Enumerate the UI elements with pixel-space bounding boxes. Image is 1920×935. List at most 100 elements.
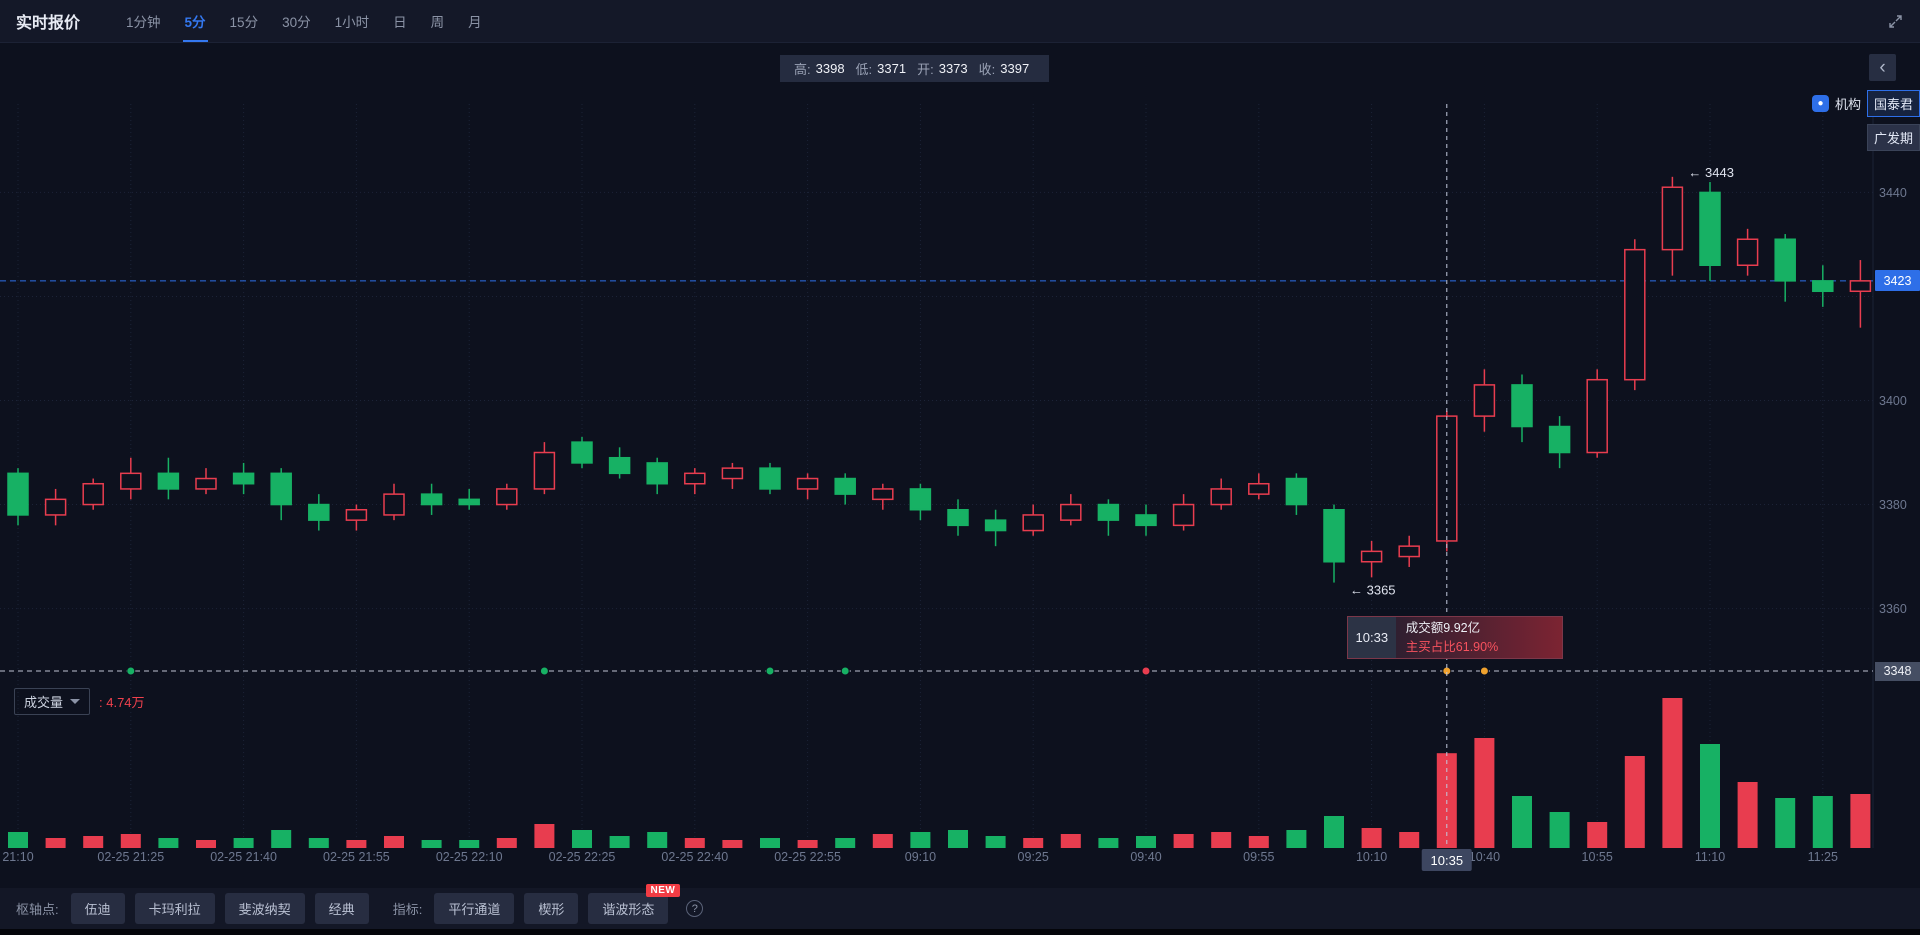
- volume-bar: [233, 838, 254, 848]
- signal-dot: [1141, 666, 1151, 676]
- volume-bar: [835, 838, 856, 848]
- volume-bar: [346, 840, 367, 848]
- candle-body: [834, 477, 856, 495]
- broker-panel: ● 机构 国泰君 广发期: [1811, 90, 1920, 151]
- new-badge: NEW: [645, 884, 681, 897]
- drawing-toolbar: 枢轴点: 伍迪 卡玛利拉 斐波纳契 经典 指标: 平行通道 楔形 谐波形态 NEW ?: [0, 884, 1920, 929]
- broker-row-2: 广发期: [1866, 124, 1920, 151]
- collapse-panel-button[interactable]: ‹: [1869, 54, 1896, 81]
- candle-body: [608, 456, 631, 475]
- candle-body: [1661, 186, 1684, 251]
- price-tick-label: 3360: [1879, 602, 1907, 616]
- time-tick-label: 02-25 22:55: [774, 850, 841, 864]
- volume-bar: [459, 840, 480, 848]
- volume-bar: [797, 840, 818, 848]
- pivot-button-1[interactable]: 卡玛利拉: [134, 893, 215, 924]
- help-icon[interactable]: ?: [686, 900, 704, 917]
- current-price-badge: 3423: [1875, 270, 1920, 292]
- pivot-button-3[interactable]: 经典: [314, 893, 369, 924]
- volume-bar: [1700, 744, 1720, 848]
- page-title: 实时报价: [16, 15, 81, 32]
- candle-body: [1172, 503, 1195, 527]
- volume-bar: [1850, 794, 1871, 848]
- timeframe-tab-0[interactable]: 1分钟: [126, 15, 161, 30]
- time-tick-label: 02-25 21:55: [323, 850, 390, 864]
- timeframe-tab-6[interactable]: 周: [430, 15, 445, 30]
- volume-indicator-selector[interactable]: 成交量: [14, 688, 91, 715]
- candle-body: [1473, 384, 1496, 417]
- indicator-button-1[interactable]: 楔形: [524, 893, 579, 924]
- time-tick-label: 09:55: [1243, 850, 1274, 864]
- candle-body: [1398, 545, 1420, 558]
- pivot-button-0[interactable]: 伍迪: [70, 893, 125, 924]
- volume-bar: [8, 832, 28, 848]
- volume-value: : 4.74万: [99, 695, 145, 710]
- timeframe-tab-5[interactable]: 日: [393, 15, 407, 30]
- signal-tooltip-body: 成交额9.92亿 主买占比61.90%: [1395, 617, 1562, 658]
- timeframe-tab-2[interactable]: 15分: [229, 15, 259, 30]
- broker-button-2[interactable]: 广发期: [1866, 124, 1920, 151]
- signal-dot: [539, 666, 549, 676]
- volume-bar: [1549, 812, 1570, 848]
- candle-body: [684, 472, 706, 485]
- topbar-actions: [1887, 13, 1904, 30]
- candle-body: [308, 503, 330, 521]
- signal-dot: [765, 666, 775, 676]
- indicator-buttons: 平行通道 楔形 谐波形态 NEW: [434, 884, 681, 924]
- time-tick-label: 10:10: [1356, 850, 1387, 864]
- broker-row-1: ● 机构 国泰君: [1811, 90, 1920, 117]
- candle-body: [1849, 280, 1872, 293]
- low-label: 低:: [855, 62, 873, 77]
- candle-body: [44, 498, 67, 516]
- time-tick-label: 10:55: [1582, 850, 1613, 864]
- indicator-button-0[interactable]: 平行通道: [434, 893, 515, 924]
- volume-bar: [1812, 796, 1833, 848]
- volume-bar: [910, 832, 931, 848]
- volume-bar: [1775, 798, 1796, 848]
- volume-bar: [421, 840, 442, 848]
- timeframe-tabs: 1分钟 5分 15分 30分 1小时 日 周 月: [114, 0, 494, 42]
- time-tick-label: 11:25: [1808, 850, 1838, 864]
- time-tick-label: 02-25 22:10: [436, 850, 503, 864]
- candlestick-chart: ← 3443 ← 3365 3440 3400 3380 3360 21:10 02-25 2…: [0, 104, 1907, 864]
- volume-bar: [1512, 796, 1532, 848]
- candle-body: [195, 477, 217, 490]
- time-tick-label: 02-25 22:40: [661, 850, 728, 864]
- close-label: 收:: [978, 62, 996, 77]
- broker-badge-icon: ●: [1811, 95, 1829, 112]
- fullscreen-icon[interactable]: [1887, 13, 1904, 30]
- close-value: 3397: [1000, 61, 1030, 76]
- candle-body: [1548, 425, 1571, 454]
- price-tick-label: 3380: [1879, 498, 1907, 512]
- candle-body: [1360, 550, 1383, 563]
- price-annotation: ← 3443: [1688, 165, 1734, 180]
- volume-bar: [496, 838, 517, 848]
- pivot-button-2[interactable]: 斐波纳契: [224, 893, 305, 924]
- volume-bar: [722, 840, 743, 848]
- high-value: 3398: [815, 61, 845, 76]
- timeframe-tab-1[interactable]: 5分: [173, 0, 218, 42]
- candle-body: [82, 482, 104, 506]
- volume-bar: [534, 824, 555, 848]
- timeframe-tab-7[interactable]: 月: [468, 15, 482, 30]
- signal-dot: [126, 666, 136, 676]
- signal-tooltip-time: 10:33: [1347, 617, 1396, 658]
- indicator-button-2[interactable]: 谐波形态 NEW: [588, 884, 681, 924]
- candle-body: [157, 472, 180, 490]
- volume-bar: [1474, 738, 1495, 848]
- timeframe-tab-3[interactable]: 30分: [282, 15, 311, 30]
- turnover-text: 成交额9.92亿: [1405, 621, 1481, 636]
- volume-bar: [572, 830, 592, 848]
- volume-bar: [1023, 838, 1044, 848]
- broker-row-text: 机构: [1834, 97, 1861, 112]
- candle-body: [571, 441, 593, 464]
- timeframe-tab-4[interactable]: 1小时: [334, 15, 370, 30]
- broker-button-1[interactable]: 国泰君: [1866, 90, 1920, 117]
- candle-body: [1022, 514, 1044, 532]
- candle-body: [270, 472, 292, 506]
- candle-body: [496, 488, 518, 506]
- volume-bar: [1737, 782, 1758, 848]
- signal-tooltip: 10:33 成交额9.92亿 主买占比61.90%: [1346, 616, 1563, 659]
- time-tick-label: 02-25 21:40: [210, 850, 277, 864]
- time-tick-label: 02-25 21:25: [97, 850, 164, 864]
